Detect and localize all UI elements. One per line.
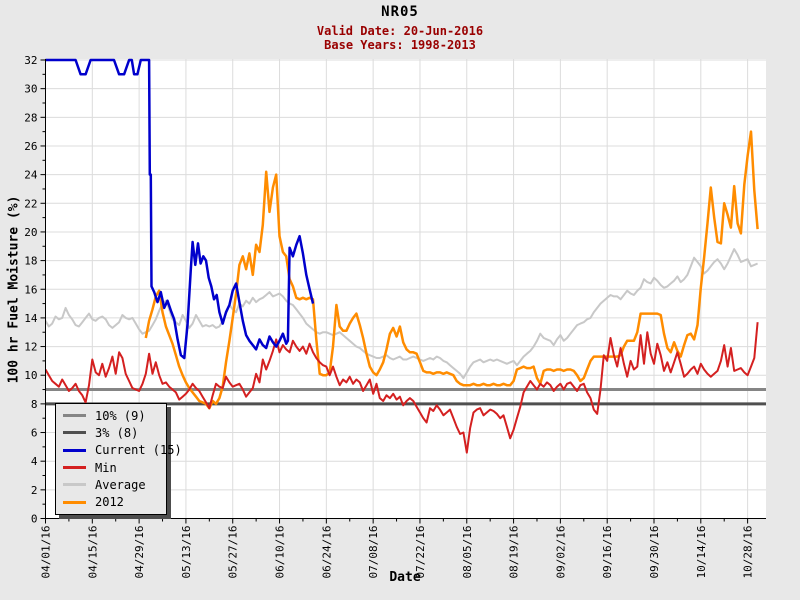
x-axis-title: Date — [389, 570, 421, 585]
series-min — [45, 322, 759, 454]
x-tick-15: 10/28/16 — [742, 526, 755, 579]
legend-label-current: Current (15) — [95, 443, 182, 458]
x-tick-14: 10/14/16 — [695, 526, 708, 579]
legend-box: 10% (9) 3% (8) Current (15) Min Average … — [55, 403, 182, 515]
series-current-15- — [45, 58, 315, 360]
y-tick-10: 10 — [24, 369, 37, 382]
x-tick-10: 08/19/16 — [508, 526, 521, 579]
legend-item-min: Min — [63, 460, 166, 475]
y-tick-20: 20 — [24, 226, 37, 239]
line-swatch-min — [63, 466, 86, 470]
y-axis-title: 100 hr Fuel Moisture (%) — [6, 195, 22, 384]
y-tick-0: 0 — [31, 513, 38, 526]
legend-item-current: Current (15) — [63, 443, 182, 458]
x-tick-9: 08/05/16 — [461, 526, 474, 579]
y-tick-24: 24 — [24, 169, 38, 182]
base-years-subtitle: Base Years: 1998-2013 — [324, 38, 476, 52]
x-tick-5: 06/10/16 — [274, 526, 287, 579]
x-tick-12: 09/16/16 — [601, 526, 614, 579]
series-2012 — [144, 130, 759, 410]
y-tick-14: 14 — [24, 312, 38, 325]
line-swatch-average — [63, 483, 86, 487]
y-tick-32: 32 — [24, 54, 37, 67]
gridlines — [45, 59, 766, 519]
legend-item-10pct: 10% (9) — [63, 408, 166, 423]
x-tick-0: 04/01/16 — [40, 526, 53, 579]
y-tick-8: 8 — [31, 398, 38, 411]
x-tick-11: 09/02/16 — [554, 526, 567, 579]
x-tick-labels: 04/01/16 04/15/16 04/29/16 05/13/16 05/27/16… — [40, 526, 755, 579]
axes — [40, 59, 766, 524]
x-tick-1: 04/15/16 — [86, 526, 99, 579]
line-swatch-2012 — [63, 500, 86, 504]
line-swatch-current — [63, 448, 86, 452]
x-tick-13: 09/30/16 — [648, 526, 661, 579]
y-tick-2: 2 — [31, 484, 38, 497]
y-tick-16: 16 — [24, 283, 37, 296]
x-tick-6: 06/24/16 — [320, 526, 333, 579]
legend-label-average: Average — [95, 477, 146, 492]
y-tick-26: 26 — [24, 140, 37, 153]
line-swatch-10pct — [63, 414, 86, 418]
x-tick-4: 05/27/16 — [227, 526, 240, 579]
legend-item-average: Average — [63, 477, 166, 492]
legend-item-3pct: 3% (8) — [63, 425, 166, 440]
legend-label-10pct: 10% (9) — [95, 408, 146, 423]
x-tick-8: 07/22/16 — [414, 526, 427, 579]
x-tick-3: 05/13/16 — [180, 526, 193, 579]
legend-label-min: Min — [95, 460, 117, 475]
series-lines — [45, 58, 759, 454]
y-tick-22: 22 — [24, 197, 37, 210]
x-tick-7: 07/08/16 — [367, 526, 380, 579]
legend-label-3pct: 3% (8) — [95, 425, 139, 440]
y-tick-12: 12 — [24, 341, 37, 354]
line-swatch-3pct — [63, 431, 86, 435]
y-tick-28: 28 — [24, 111, 37, 124]
x-tick-2: 04/29/16 — [133, 526, 146, 579]
y-tick-4: 4 — [31, 455, 38, 468]
y-tick-30: 30 — [24, 83, 37, 96]
page-title: NR05 — [381, 4, 419, 20]
valid-date-subtitle: Valid Date: 20-Jun-2016 — [316, 24, 484, 38]
y-tick-6: 6 — [31, 427, 38, 440]
legend-label-2012: 2012 — [95, 495, 124, 510]
legend-item-2012: 2012 — [63, 495, 166, 510]
y-tick-18: 18 — [24, 255, 37, 268]
